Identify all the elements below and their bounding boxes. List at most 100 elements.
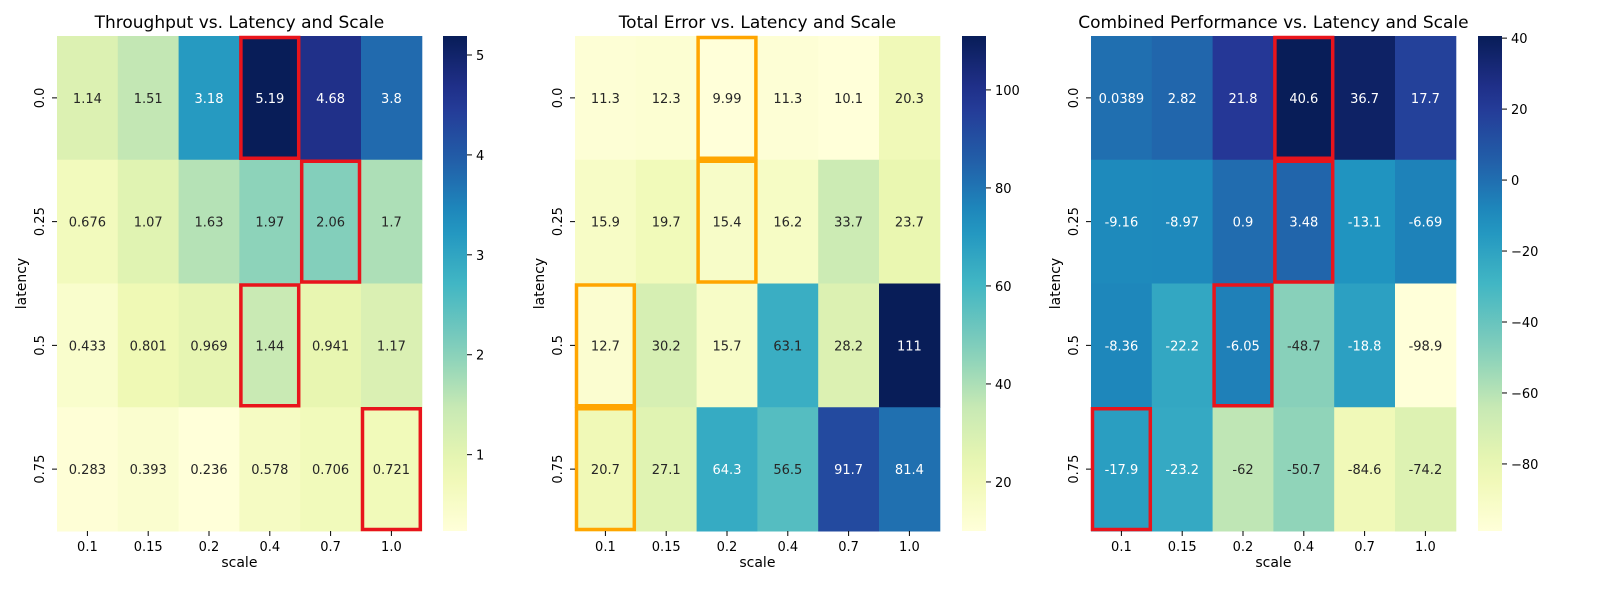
- heatmap-cell: [239, 36, 301, 161]
- heatmap-cell: [57, 283, 119, 408]
- cell-value-label: 5.19: [255, 92, 284, 107]
- heatmap-cell: [178, 36, 240, 161]
- highlight-box: [1273, 159, 1335, 284]
- heatmap-cell: [1091, 36, 1153, 161]
- colorbar-tick-label: 20: [1511, 103, 1528, 118]
- heatmap-cell: [57, 159, 119, 284]
- heatmap-cell: [879, 36, 941, 161]
- colorbar-tick-label: −40: [1511, 316, 1538, 331]
- x-tick-label: 1.0: [899, 540, 920, 555]
- highlight-box: [574, 407, 637, 532]
- heatmap-cell: [1212, 36, 1274, 161]
- chart-title: Throughput vs. Latency and Scale: [94, 13, 385, 33]
- y-tick-label: 0.75: [551, 455, 566, 484]
- y-tick-label: 0.5: [33, 335, 48, 356]
- heatmap-cell: [1273, 36, 1335, 161]
- x-tick-label: 0.4: [259, 540, 280, 555]
- x-tick-label: 0.7: [1354, 540, 1375, 555]
- heatmap-cell: [757, 36, 819, 161]
- cell-value-label: 23.7: [895, 216, 924, 231]
- heatmap-cell: [696, 159, 758, 284]
- x-tick-label: 0.4: [1293, 540, 1314, 555]
- x-tick-label: 1.0: [381, 540, 402, 555]
- cell-value-label: -17.9: [1105, 463, 1139, 478]
- heatmap-cell: [1395, 36, 1457, 161]
- x-tick-label: 1.0: [1415, 540, 1436, 555]
- heatmap-cell: [1334, 407, 1396, 532]
- x-tick-label: 0.2: [717, 540, 738, 555]
- cell-value-label: 0.578: [251, 463, 288, 478]
- cell-value-label: 0.433: [69, 339, 106, 354]
- highlight-box: [239, 35, 301, 160]
- cell-value-label: -13.1: [1348, 216, 1382, 231]
- cell-value-label: 30.2: [652, 339, 681, 354]
- cell-value-label: 19.7: [652, 216, 681, 231]
- heatmap-cell: [239, 283, 301, 408]
- cell-value-label: 28.2: [834, 339, 863, 354]
- heatmap-cell: [575, 36, 637, 161]
- heatmap-cell: [818, 36, 880, 161]
- cell-value-label: -8.97: [1165, 216, 1199, 231]
- heatmap-cell: [1334, 159, 1396, 284]
- heatmap-cell: [1395, 283, 1457, 408]
- heatmap-cell: [1091, 283, 1153, 408]
- y-tick-label: 0.25: [33, 207, 48, 236]
- cell-value-label: 0.0389: [1099, 92, 1145, 107]
- cell-value-label: 1.17: [377, 339, 406, 354]
- cell-value-label: -22.2: [1165, 339, 1199, 354]
- cell-value-label: 21.8: [1229, 92, 1258, 107]
- heatmap-cell: [818, 283, 880, 408]
- highlight-box: [696, 159, 758, 284]
- y-tick-label: 0.5: [551, 335, 566, 356]
- x-tick-label: 0.2: [199, 540, 220, 555]
- cell-value-label: 1.7: [381, 216, 402, 231]
- x-axis-label: scale: [1255, 555, 1291, 571]
- heatmap-cell: [1334, 36, 1396, 161]
- heatmap-cell: [1151, 283, 1214, 408]
- heatmap-cell: [1151, 36, 1214, 161]
- cell-value-label: 0.969: [190, 339, 227, 354]
- heatmap-cell: [1212, 159, 1274, 284]
- heatmap-cell: [757, 407, 819, 532]
- cell-value-label: 56.5: [773, 463, 802, 478]
- cell-value-label: 63.1: [773, 339, 802, 354]
- colorbar: [1478, 36, 1502, 531]
- heatmap-cell: [575, 159, 637, 284]
- cell-value-label: -6.05: [1226, 339, 1260, 354]
- heatmap-cell: [117, 159, 180, 284]
- y-tick-label: 0.0: [1067, 88, 1082, 109]
- colorbar-tick-label: 40: [1511, 32, 1528, 47]
- cell-value-label: 0.801: [130, 339, 167, 354]
- heatmap-cell: [1273, 283, 1335, 408]
- heatmap-cell: [879, 159, 941, 284]
- heatmap-cell: [239, 407, 301, 532]
- chart-title: Combined Performance vs. Latency and Sca…: [1078, 13, 1468, 33]
- colorbar-tick-label: −20: [1511, 245, 1538, 260]
- cell-value-label: 40.6: [1289, 92, 1318, 107]
- x-tick-label: 0.15: [1168, 540, 1197, 555]
- heatmap-cell: [361, 407, 423, 532]
- cell-value-label: -50.7: [1287, 463, 1321, 478]
- heatmap-cell: [300, 36, 362, 161]
- x-tick-label: 0.2: [1233, 540, 1254, 555]
- cell-value-label: -23.2: [1165, 463, 1199, 478]
- heatmap-cell: [635, 283, 698, 408]
- x-tick-label: 0.15: [134, 540, 163, 555]
- y-axis-label: latency: [532, 258, 548, 309]
- cell-value-label: -98.9: [1409, 339, 1443, 354]
- heatmap-cell: [696, 36, 758, 161]
- cell-value-label: 1.97: [255, 216, 284, 231]
- heatmap-cell: [575, 283, 637, 408]
- cell-value-label: 20.7: [591, 463, 620, 478]
- heatmap-cell: [178, 283, 240, 408]
- cell-value-label: 3.48: [1289, 216, 1318, 231]
- heatmap-cell: [818, 159, 880, 284]
- heatmap-cell: [1273, 407, 1335, 532]
- cell-value-label: 0.721: [373, 463, 410, 478]
- cell-value-label: 17.7: [1411, 92, 1440, 107]
- heatmap-cell: [300, 283, 362, 408]
- highlight-box: [1212, 283, 1274, 408]
- heatmap-cell: [757, 159, 819, 284]
- heatmap-cell: [818, 407, 880, 532]
- chart-title: Total Error vs. Latency and Scale: [618, 13, 896, 33]
